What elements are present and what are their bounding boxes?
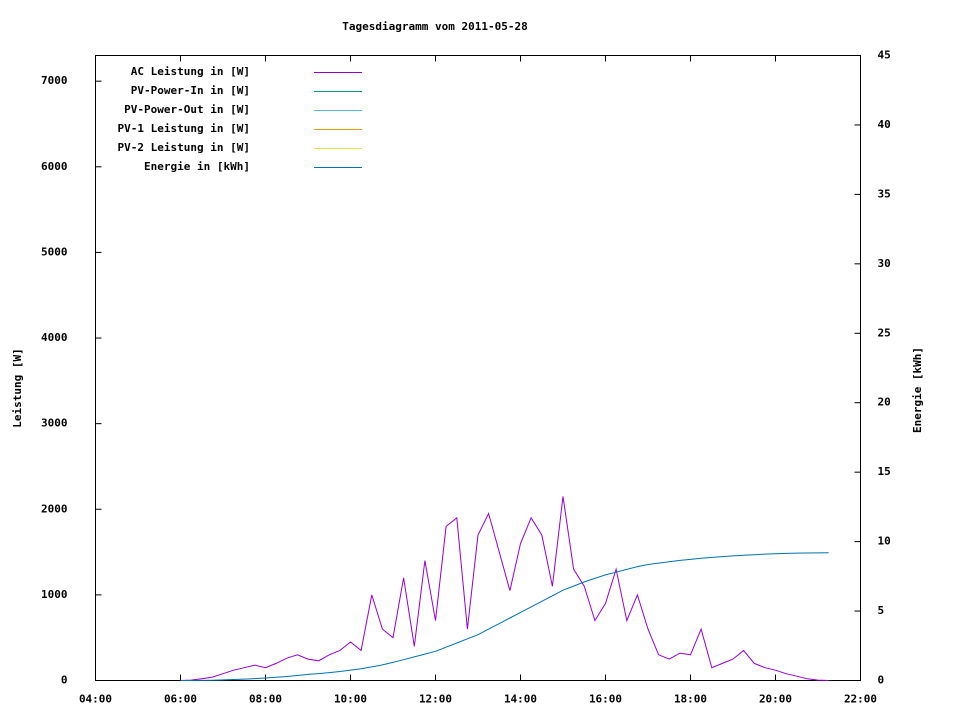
- x-tick-label: 08:00: [249, 693, 282, 706]
- x-tick-label: 10:00: [334, 693, 367, 706]
- legend-label: Energie in [kWh]: [144, 160, 250, 173]
- y2-tick-label: 40: [878, 118, 891, 131]
- x-tick-label: 14:00: [504, 693, 537, 706]
- y2-tick-label: 20: [878, 396, 891, 409]
- x-tick-label: 20:00: [759, 693, 792, 706]
- y-tick-label: 2000: [41, 502, 68, 515]
- x-tick-label: 06:00: [164, 693, 197, 706]
- y-tick-label: 7000: [41, 74, 68, 87]
- series-line: [180, 552, 829, 681]
- y-tick-label: 6000: [41, 160, 68, 173]
- y2-tick-label: 15: [878, 465, 891, 478]
- series-line: [180, 496, 829, 681]
- x-tick-label: 04:00: [79, 693, 112, 706]
- x-tick-label: 12:00: [419, 693, 452, 706]
- chart-title: Tagesdiagramm vom 2011-05-28: [342, 20, 527, 33]
- y2-tick-label: 10: [878, 535, 891, 548]
- y2-tick-label: 25: [878, 326, 891, 339]
- x-tick-label: 16:00: [589, 693, 622, 706]
- legend-label: PV-Power-Out in [W]: [124, 103, 250, 116]
- y-tick-label: 1000: [41, 588, 68, 601]
- legend-label: PV-1 Leistung in [W]: [118, 122, 250, 135]
- y2-axis-label: Energie [kWh]: [911, 347, 924, 433]
- y2-tick-label: 30: [878, 257, 891, 270]
- y-tick-label: 3000: [41, 417, 68, 430]
- legend-label: AC Leistung in [W]: [131, 65, 250, 78]
- y2-tick-label: 0: [878, 674, 885, 687]
- x-tick-label: 18:00: [674, 693, 707, 706]
- y-axis-label: Leistung [W]: [11, 348, 24, 427]
- plot-frame: [95, 55, 861, 681]
- y2-tick-label: 35: [878, 187, 891, 200]
- legend-label: PV-Power-In in [W]: [131, 84, 250, 97]
- legend-label: PV-2 Leistung in [W]: [118, 141, 250, 154]
- x-tick-label: 22:00: [844, 693, 877, 706]
- y-tick-label: 5000: [41, 245, 68, 258]
- y-tick-label: 0: [61, 674, 68, 687]
- y2-tick-label: 5: [878, 604, 885, 617]
- y2-tick-label: 45: [878, 49, 891, 62]
- y-tick-label: 4000: [41, 331, 68, 344]
